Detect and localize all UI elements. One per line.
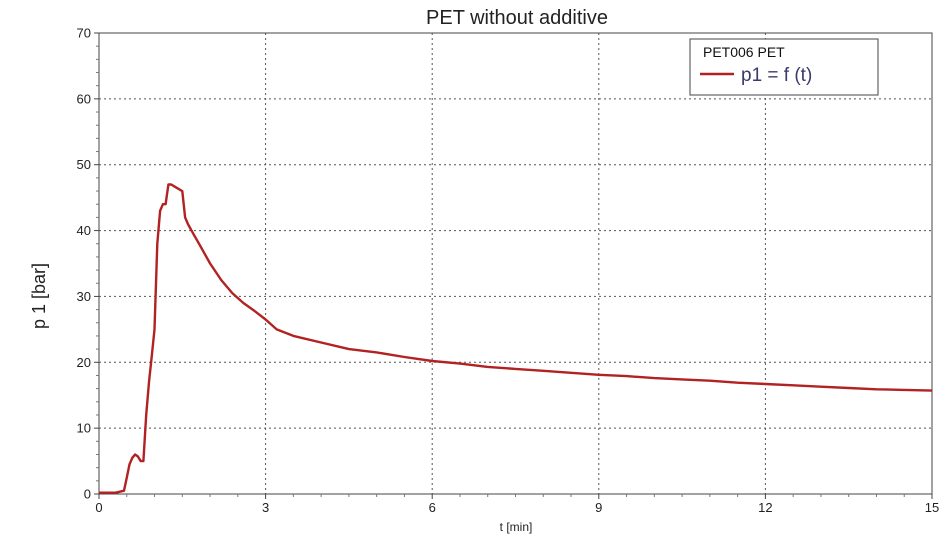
axis-ticks bbox=[94, 32, 933, 499]
legend-box bbox=[689, 38, 879, 96]
grid-lines bbox=[99, 33, 932, 494]
x-tick-label: 6 bbox=[429, 500, 436, 515]
series-line-p1 bbox=[99, 183, 933, 494]
legend: PET006 PET p1 = f (t) bbox=[689, 38, 879, 96]
chart-title: PET without additive bbox=[426, 7, 608, 29]
y-tick-label: 40 bbox=[77, 223, 91, 238]
x-tick-label: 12 bbox=[758, 500, 772, 515]
x-tick-label: 9 bbox=[595, 500, 602, 515]
legend-series-label: p1 = f (t) bbox=[741, 65, 812, 86]
y-axis-label: p 1 [bar] bbox=[29, 263, 49, 329]
y-tick-label: 30 bbox=[77, 289, 91, 304]
y-tick-label: 50 bbox=[77, 157, 91, 172]
y-tick-label: 0 bbox=[84, 487, 91, 502]
x-axis-label: t [min] bbox=[500, 520, 533, 534]
x-tick-label: 0 bbox=[95, 500, 102, 515]
y-tick-label: 20 bbox=[77, 355, 91, 370]
legend-header: PET006 PET bbox=[703, 44, 785, 60]
y-tick-label: 10 bbox=[77, 421, 91, 436]
x-tick-label: 3 bbox=[262, 500, 269, 515]
y-tick-label: 70 bbox=[77, 26, 91, 41]
x-tick-label: 15 bbox=[925, 500, 939, 515]
tick-labels: 0 3 6 9 12 15 0 10 20 30 40 50 60 70 bbox=[77, 26, 940, 516]
y-tick-label: 60 bbox=[77, 91, 91, 106]
plot-frame bbox=[98, 32, 933, 495]
